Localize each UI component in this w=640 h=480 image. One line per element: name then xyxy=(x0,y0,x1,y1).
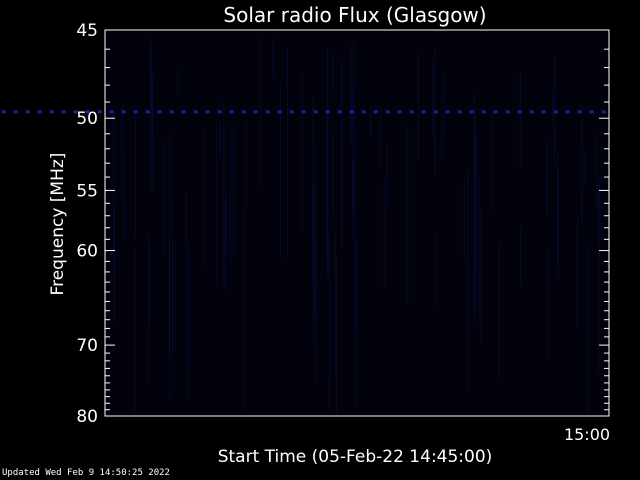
band-segment-0 xyxy=(349,110,354,114)
band-segment-0 xyxy=(577,110,582,114)
band-segment-0 xyxy=(505,110,510,114)
band-segment-0 xyxy=(37,110,42,114)
band-segment-0 xyxy=(493,110,498,114)
band-segment-0 xyxy=(13,110,18,114)
band-segment-0 xyxy=(289,110,294,114)
band-segment-0 xyxy=(433,110,438,114)
band-segment-0 xyxy=(565,110,570,114)
band-segment-0 xyxy=(25,110,30,114)
noise-texture xyxy=(112,34,600,414)
band-segment-0 xyxy=(469,110,474,114)
y-tick-label: 45 xyxy=(76,21,98,41)
band-segment-0 xyxy=(541,110,546,114)
updated-timestamp: Updated Wed Feb 9 14:50:25 2022 xyxy=(2,468,170,478)
band-segment-0 xyxy=(337,110,342,114)
plot-frame xyxy=(104,29,610,417)
x-tick-label: 15:00 xyxy=(564,425,610,444)
band-segment-0 xyxy=(241,110,246,114)
band-segment-0 xyxy=(481,110,486,114)
band-segment-0 xyxy=(157,110,162,114)
chart-title: Solar radio Flux (Glasgow) xyxy=(223,3,486,27)
band-segment-0 xyxy=(1,110,6,114)
band-segment-0 xyxy=(445,110,450,114)
band-segment-0 xyxy=(145,110,150,114)
y-tick-label: 55 xyxy=(76,181,98,201)
band-segment-0 xyxy=(61,110,66,114)
x-axis: 14:4814:5214:5615:00 xyxy=(564,30,610,444)
band-segment-0 xyxy=(97,110,102,114)
band-segment-0 xyxy=(361,110,366,114)
y-tick-label: 60 xyxy=(76,242,98,262)
band-segment-0 xyxy=(517,110,522,114)
band-segment-0 xyxy=(217,110,222,114)
y-tick-label: 80 xyxy=(76,407,98,427)
band-segment-0 xyxy=(121,110,126,114)
plot-area xyxy=(105,30,609,416)
band-segment-0 xyxy=(325,110,330,114)
band-segment-0 xyxy=(49,110,54,114)
band-segment-0 xyxy=(277,110,282,114)
band-segment-0 xyxy=(373,110,378,114)
emission-bands xyxy=(1,110,606,114)
x-axis-label: Start Time (05-Feb-22 14:45:00) xyxy=(218,447,493,467)
band-segment-0 xyxy=(553,110,558,114)
band-segment-0 xyxy=(133,110,138,114)
band-segment-0 xyxy=(589,110,594,114)
band-segment-0 xyxy=(169,110,174,114)
band-segment-0 xyxy=(193,110,198,114)
band-segment-0 xyxy=(421,110,426,114)
band-segment-0 xyxy=(253,110,258,114)
band-segment-0 xyxy=(397,110,402,114)
band-segment-0 xyxy=(385,110,390,114)
band-segment-0 xyxy=(229,110,234,114)
band-segment-0 xyxy=(109,110,114,114)
plot-background xyxy=(105,30,609,416)
band-segment-0 xyxy=(181,110,186,114)
band-segment-0 xyxy=(205,110,210,114)
y-axis: 45 50 55 60 70 80 xyxy=(76,21,609,427)
band-segment-0 xyxy=(301,110,306,114)
y-tick-label: 50 xyxy=(76,109,98,129)
band-segment-0 xyxy=(601,110,606,114)
y-tick-label: 70 xyxy=(76,336,98,356)
y-axis-label: Frequency [MHz] xyxy=(48,153,68,296)
band-segment-0 xyxy=(409,110,414,114)
band-segment-0 xyxy=(529,110,534,114)
band-segment-0 xyxy=(313,110,318,114)
band-segment-0 xyxy=(265,110,270,114)
band-segment-0 xyxy=(457,110,462,114)
band-segment-0 xyxy=(73,110,78,114)
band-segment-0 xyxy=(85,110,90,114)
